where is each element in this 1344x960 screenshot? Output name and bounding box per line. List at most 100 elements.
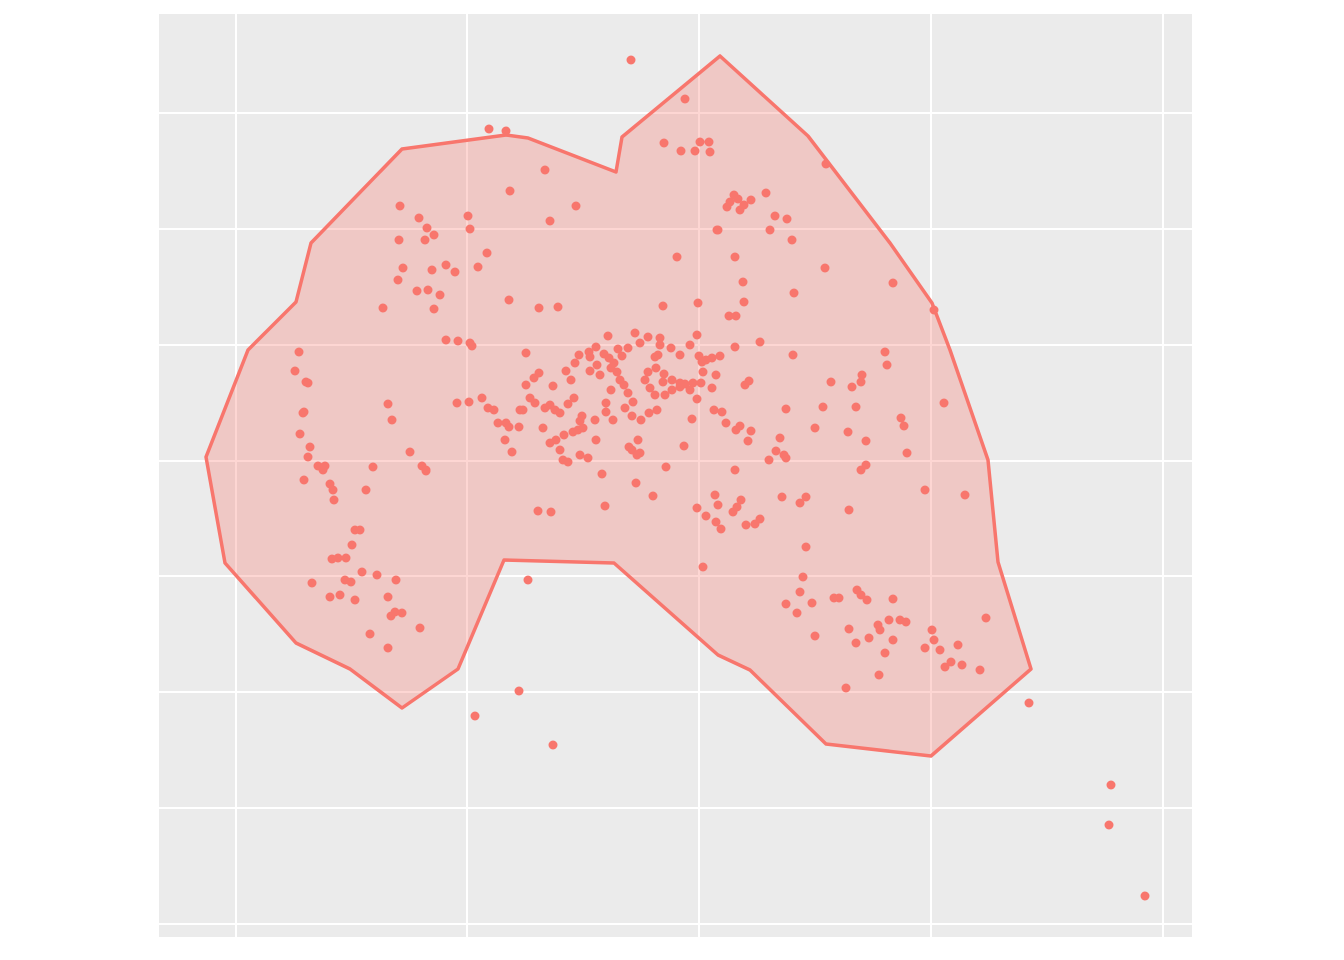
point xyxy=(721,418,731,428)
point xyxy=(534,368,544,378)
point xyxy=(975,665,985,675)
point xyxy=(685,385,695,395)
point xyxy=(661,462,671,472)
point xyxy=(739,297,749,307)
point xyxy=(709,405,719,415)
point xyxy=(372,570,382,580)
point xyxy=(781,599,791,609)
point xyxy=(692,394,702,404)
point xyxy=(477,393,487,403)
point xyxy=(504,422,514,432)
point xyxy=(761,188,771,198)
point xyxy=(765,225,775,235)
point xyxy=(393,275,403,285)
point xyxy=(533,506,543,516)
point xyxy=(940,662,950,672)
point xyxy=(711,370,721,380)
point xyxy=(489,405,499,415)
point xyxy=(789,288,799,298)
point xyxy=(555,445,565,455)
point xyxy=(856,590,866,600)
point xyxy=(600,501,610,511)
point xyxy=(591,435,601,445)
point xyxy=(521,380,531,390)
point xyxy=(777,492,787,502)
point xyxy=(713,225,723,235)
point xyxy=(659,369,669,379)
point xyxy=(585,352,595,362)
point xyxy=(608,415,618,425)
point xyxy=(470,711,480,721)
point xyxy=(303,378,313,388)
point xyxy=(415,623,425,633)
point xyxy=(730,465,740,475)
point xyxy=(429,304,439,314)
point xyxy=(730,252,740,262)
point xyxy=(365,629,375,639)
point xyxy=(851,638,861,648)
point xyxy=(843,427,853,437)
point xyxy=(696,378,706,388)
point xyxy=(732,502,742,512)
point xyxy=(559,430,569,440)
point xyxy=(888,635,898,645)
point xyxy=(705,147,715,157)
point xyxy=(856,377,866,387)
point xyxy=(801,492,811,502)
point xyxy=(644,408,654,418)
point xyxy=(429,230,439,240)
point xyxy=(465,224,475,234)
point xyxy=(333,553,343,563)
point xyxy=(394,235,404,245)
point xyxy=(896,413,906,423)
point xyxy=(744,376,754,386)
point xyxy=(501,126,511,136)
point xyxy=(851,402,861,412)
point xyxy=(692,503,702,513)
point xyxy=(422,223,432,233)
point xyxy=(635,338,645,348)
point xyxy=(592,360,602,370)
point xyxy=(722,202,732,212)
point xyxy=(676,146,686,156)
point xyxy=(738,277,748,287)
point xyxy=(525,393,535,403)
point xyxy=(764,455,774,465)
point xyxy=(864,633,874,643)
point xyxy=(679,441,689,451)
point xyxy=(548,740,558,750)
point xyxy=(707,383,717,393)
point xyxy=(482,248,492,258)
point xyxy=(623,388,633,398)
point xyxy=(397,608,407,618)
point xyxy=(929,305,939,315)
point xyxy=(504,295,514,305)
point xyxy=(888,594,898,604)
point xyxy=(383,643,393,653)
point xyxy=(395,201,405,211)
point xyxy=(788,350,798,360)
point xyxy=(701,511,711,521)
point xyxy=(566,375,576,385)
point xyxy=(844,505,854,515)
point xyxy=(590,415,600,425)
point xyxy=(960,490,970,500)
point xyxy=(884,615,894,625)
point xyxy=(929,635,939,645)
point xyxy=(609,358,619,368)
point xyxy=(660,390,670,400)
point xyxy=(875,625,885,635)
point xyxy=(746,426,756,436)
point xyxy=(861,460,871,470)
point xyxy=(781,404,791,414)
point xyxy=(902,448,912,458)
point xyxy=(484,124,494,134)
point xyxy=(390,607,400,617)
point xyxy=(733,194,743,204)
point xyxy=(398,263,408,273)
point xyxy=(667,385,677,395)
point xyxy=(631,478,641,488)
point xyxy=(548,381,558,391)
panel-background xyxy=(159,14,1192,937)
